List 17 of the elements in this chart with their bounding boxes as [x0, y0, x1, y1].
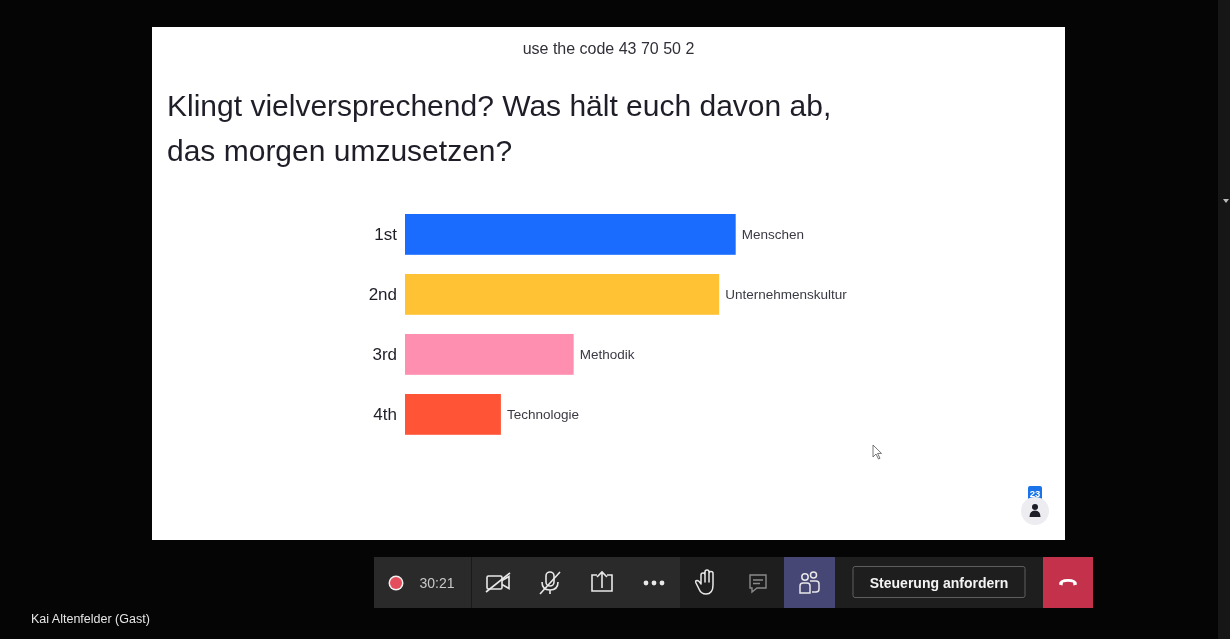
chart-subtitle: use the code 43 70 50 2 — [522, 40, 695, 57]
y-tick-label: 2nd — [368, 284, 397, 304]
bar — [405, 274, 720, 315]
bar — [405, 334, 574, 375]
button: Steuerung anfordern — [852, 566, 1026, 598]
annotation: Methodik — [579, 346, 635, 362]
text: Kai Altenfelder (Gast) — [31, 612, 150, 626]
bar — [405, 214, 736, 255]
annotation: Technologie — [506, 406, 579, 422]
y-tick-label: 1st — [374, 224, 398, 244]
text: 30:21 — [419, 575, 455, 591]
annotation: Menschen — [741, 226, 804, 242]
y-tick-label: 3rd — [372, 344, 397, 364]
bar — [405, 394, 501, 435]
annotation: Unternehmenskultur — [725, 286, 848, 302]
chart-title: Klingt vielversprechend? Was hält euch davon ab, das morgen umzusetzen? — [167, 89, 832, 167]
y-tick-label: 4th — [373, 404, 397, 424]
